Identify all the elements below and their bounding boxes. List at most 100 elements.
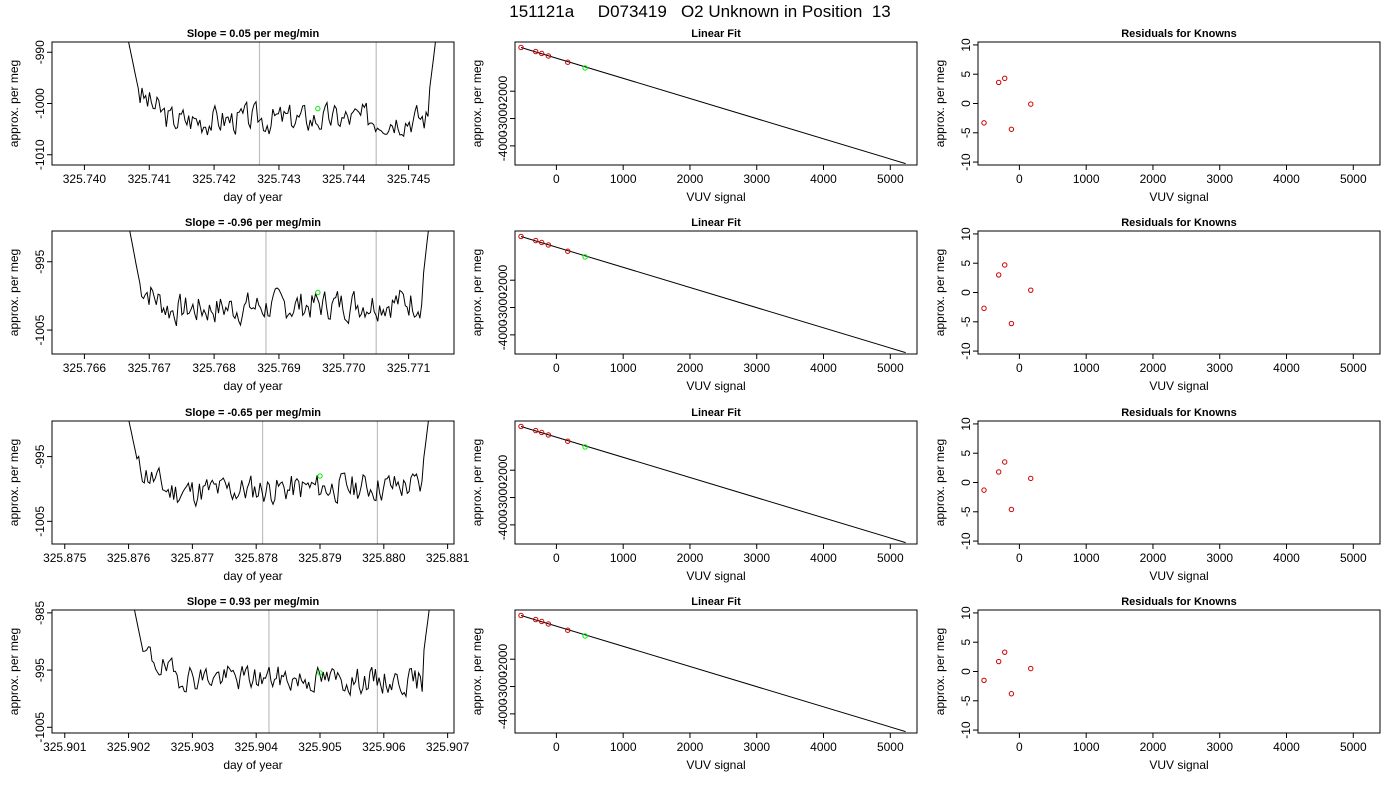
x-tick-label: 0 [1016,551,1023,565]
known-point [533,616,539,623]
x-tick-label: 325.878 [234,551,278,565]
y-tick-label: -1005 [33,506,47,537]
known-point [533,427,539,434]
x-tick-label: 325.880 [362,551,406,565]
plot-frame [514,41,918,166]
x-axis-label: VUV signal [686,190,745,204]
plot-title: Residuals for Knowns [1121,28,1237,40]
plot-title: Linear Fit [691,217,741,229]
unknown-point [582,633,588,639]
known-point [1002,262,1008,268]
fit-line [520,46,906,165]
plot-title: Slope = 0.93 per meg/min [187,596,320,608]
y-tick-label: -1005 [33,314,47,345]
known-point [518,612,524,619]
y-tick-label: -10 [959,342,973,360]
x-tick-label: 4000 [810,551,837,565]
y-tick-label: 10 [959,417,973,431]
x-tick-label: 0 [1016,172,1023,186]
y-tick-label: 10 [959,227,973,241]
y-axis-label: approx. per meg [470,60,484,147]
known-point [1028,101,1034,107]
y-tick-label: 0 [959,668,973,675]
y-tick-label: -1000 [33,88,47,119]
x-tick-label: 2000 [677,361,704,375]
x-tick-label: 3000 [1206,361,1233,375]
y-tick-label: -990 [33,40,47,64]
x-axis-label: VUV signal [686,758,745,772]
x-tick-label: 1000 [1073,740,1100,754]
fit-line [520,614,906,733]
unknown-point [315,289,321,296]
unknown-point [582,254,588,260]
x-tick-label: 3000 [1206,172,1233,186]
x-axis-label: VUV signal [686,569,745,583]
x-tick-label: 2000 [677,740,704,754]
y-axis-label: approx. per meg [470,439,484,526]
y-axis-label: approx. per meg [7,628,21,715]
x-tick-label: 5000 [877,551,904,565]
known-point [1008,506,1015,513]
x-tick-label: 325.881 [426,551,470,565]
y-tick-label: -4000 [496,509,510,540]
x-axis-label: day of year [223,190,282,204]
known-point [996,469,1002,475]
plot-frame [514,230,918,355]
y-tick-label: -5 [959,127,973,138]
page-title: 151121a D073419 O2 Unknown in Position 1… [509,2,891,21]
plot-title: Residuals for Knowns [1121,407,1237,419]
x-tick-label: 325.879 [298,551,342,565]
plot-title: Slope = -0.96 per meg/min [185,217,321,229]
y-tick-label: -2000 [496,644,510,675]
known-point [539,50,545,57]
x-tick-label: 1000 [1073,551,1100,565]
x-axis-label: VUV signal [1149,569,1208,583]
x-axis-label: VUV signal [1149,379,1208,393]
known-point [565,627,571,633]
known-point [1028,475,1034,482]
x-tick-label: 0 [553,172,560,186]
y-tick-label: -2000 [496,76,510,107]
x-tick-label: 2000 [677,551,704,565]
known-point [565,248,571,254]
known-point [545,621,552,627]
fit-line [520,425,906,544]
plot-frame [977,420,1381,545]
y-tick-label: -10 [959,721,973,739]
known-point [518,423,524,430]
x-tick-label: 0 [553,740,560,754]
x-tick-label: 2000 [1140,740,1167,754]
known-point [545,432,552,438]
y-tick-label: -10 [959,532,973,550]
known-point [1008,691,1015,697]
y-tick-label: 10 [959,606,973,620]
y-tick-label: -2000 [496,265,510,296]
plot-frame [977,41,1381,166]
x-tick-label: 325.904 [234,740,278,754]
x-tick-label: 3000 [1206,551,1233,565]
known-point [1028,287,1034,293]
x-tick-label: 3000 [743,551,770,565]
x-axis-label: VUV signal [686,379,745,393]
x-axis-label: day of year [223,379,282,393]
y-axis-label: approx. per meg [933,60,947,147]
y-tick-label: 0 [959,289,973,296]
signal-trace [129,231,429,327]
x-tick-label: 0 [553,551,560,565]
y-tick-label: -4000 [496,698,510,729]
known-point [533,237,539,244]
unknown-point [582,444,588,450]
x-tick-label: 3000 [743,172,770,186]
y-tick-label: 5 [959,450,973,457]
y-axis-label: approx. per meg [7,60,21,147]
x-tick-label: 3000 [743,361,770,375]
x-tick-label: 0 [1016,740,1023,754]
x-axis-label: VUV signal [1149,758,1208,772]
y-axis-label: approx. per meg [933,249,947,336]
x-tick-label: 5000 [1340,740,1367,754]
plot-title: Slope = -0.65 per meg/min [185,407,321,419]
x-tick-label: 325.766 [63,361,107,375]
x-tick-label: 325.875 [43,551,87,565]
x-tick-label: 5000 [877,361,904,375]
x-tick-label: 325.769 [257,361,301,375]
